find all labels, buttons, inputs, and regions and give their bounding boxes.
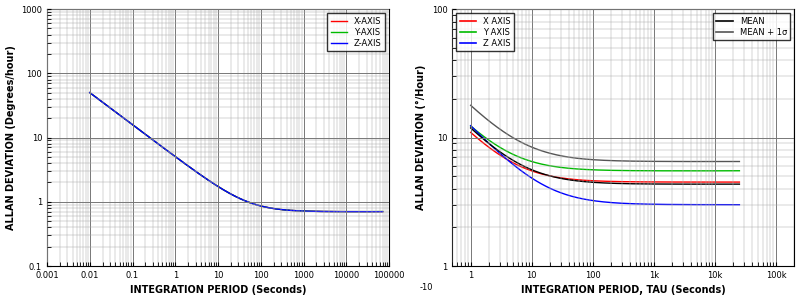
- Y-AXIS: [255, 204, 265, 208]
- X AXIS: [535, 172, 545, 175]
- Y-axis label: ALLAN DEVIATION (°/Hour): ALLAN DEVIATION (°/Hour): [416, 65, 426, 210]
- X-AXIS: [338, 210, 347, 213]
- Y AXIS: [688, 169, 698, 173]
- X AXIS: [646, 180, 655, 184]
- Z-AXIS: [262, 206, 272, 209]
- X-AXIS: [255, 204, 265, 208]
- X AXIS: [466, 131, 475, 134]
- Text: -10: -10: [420, 283, 434, 292]
- Line: Y-AXIS: Y-AXIS: [90, 93, 382, 212]
- Y AXIS: [734, 169, 744, 172]
- Z AXIS: [734, 203, 744, 206]
- Y-AXIS: [85, 91, 94, 95]
- Y AXIS: [514, 155, 523, 158]
- Y AXIS: [466, 124, 475, 128]
- X-AXIS: [103, 104, 113, 108]
- Z-AXIS: [338, 210, 347, 213]
- Z AXIS: [587, 199, 597, 202]
- X-AXIS: [262, 206, 272, 209]
- Y-AXIS: [307, 209, 317, 213]
- X-AXIS: [85, 91, 94, 95]
- X-axis label: INTEGRATION PERIOD (Seconds): INTEGRATION PERIOD (Seconds): [130, 285, 306, 296]
- Z AXIS: [535, 181, 545, 185]
- Z-AXIS: [271, 207, 281, 211]
- X-AXIS: [357, 210, 366, 213]
- Line: X-AXIS: X-AXIS: [90, 93, 382, 212]
- Legend: MEAN, MEAN + 1σ: MEAN, MEAN + 1σ: [713, 13, 790, 40]
- X AXIS: [587, 179, 597, 182]
- Y-AXIS: [350, 210, 359, 213]
- Z-AXIS: [103, 104, 113, 108]
- X AXIS: [734, 180, 744, 184]
- Z-AXIS: [255, 204, 265, 208]
- Y AXIS: [535, 162, 545, 166]
- X AXIS: [726, 180, 736, 184]
- X AXIS: [668, 180, 678, 184]
- Z AXIS: [514, 167, 523, 170]
- Y AXIS: [624, 169, 634, 172]
- X-AXIS: [307, 209, 317, 213]
- Z AXIS: [624, 202, 634, 205]
- Y-axis label: ALLAN DEVIATION (Degrees/hour): ALLAN DEVIATION (Degrees/hour): [6, 45, 15, 230]
- Line: Y AXIS: Y AXIS: [470, 126, 739, 171]
- Y-AXIS: [378, 210, 387, 213]
- Z-AXIS: [378, 210, 387, 213]
- X AXIS: [514, 163, 523, 167]
- Z-AXIS: [85, 91, 94, 95]
- X-AXIS: [271, 207, 281, 211]
- Z AXIS: [646, 202, 655, 206]
- X-axis label: INTEGRATION PERIOD, TAU (Seconds): INTEGRATION PERIOD, TAU (Seconds): [521, 285, 726, 296]
- Y-AXIS: [338, 210, 347, 213]
- Z-AXIS: [307, 209, 317, 213]
- Y AXIS: [646, 169, 655, 172]
- Y AXIS: [668, 169, 678, 173]
- X AXIS: [624, 180, 634, 184]
- X-AXIS: [378, 210, 387, 213]
- Z-AXIS: [361, 210, 370, 213]
- Y-AXIS: [262, 206, 272, 209]
- Z AXIS: [466, 124, 475, 128]
- Legend: X-AXIS, Y-AXIS, Z-AXIS: X-AXIS, Y-AXIS, Z-AXIS: [327, 13, 385, 51]
- Line: Z-AXIS: Z-AXIS: [90, 93, 382, 212]
- Line: Z AXIS: Z AXIS: [470, 126, 739, 205]
- Y-AXIS: [271, 207, 281, 211]
- Y AXIS: [587, 168, 597, 172]
- Y-AXIS: [103, 104, 113, 108]
- Z AXIS: [668, 203, 678, 206]
- Line: X AXIS: X AXIS: [470, 132, 739, 182]
